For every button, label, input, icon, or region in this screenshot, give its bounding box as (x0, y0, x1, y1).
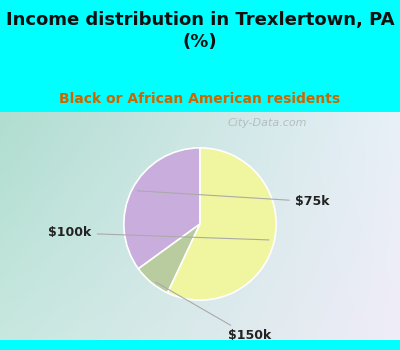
Text: $100k: $100k (48, 226, 269, 240)
Text: $75k: $75k (137, 191, 329, 208)
Bar (0, 341, 400, 350)
Text: $150k: $150k (156, 282, 271, 343)
Wedge shape (124, 148, 200, 269)
Text: Black or African American residents: Black or African American residents (60, 92, 340, 106)
Wedge shape (168, 148, 276, 300)
Text: Income distribution in Trexlertown, PA
(%): Income distribution in Trexlertown, PA (… (6, 11, 394, 51)
Text: City-Data.com: City-Data.com (228, 118, 307, 128)
Wedge shape (138, 224, 200, 293)
